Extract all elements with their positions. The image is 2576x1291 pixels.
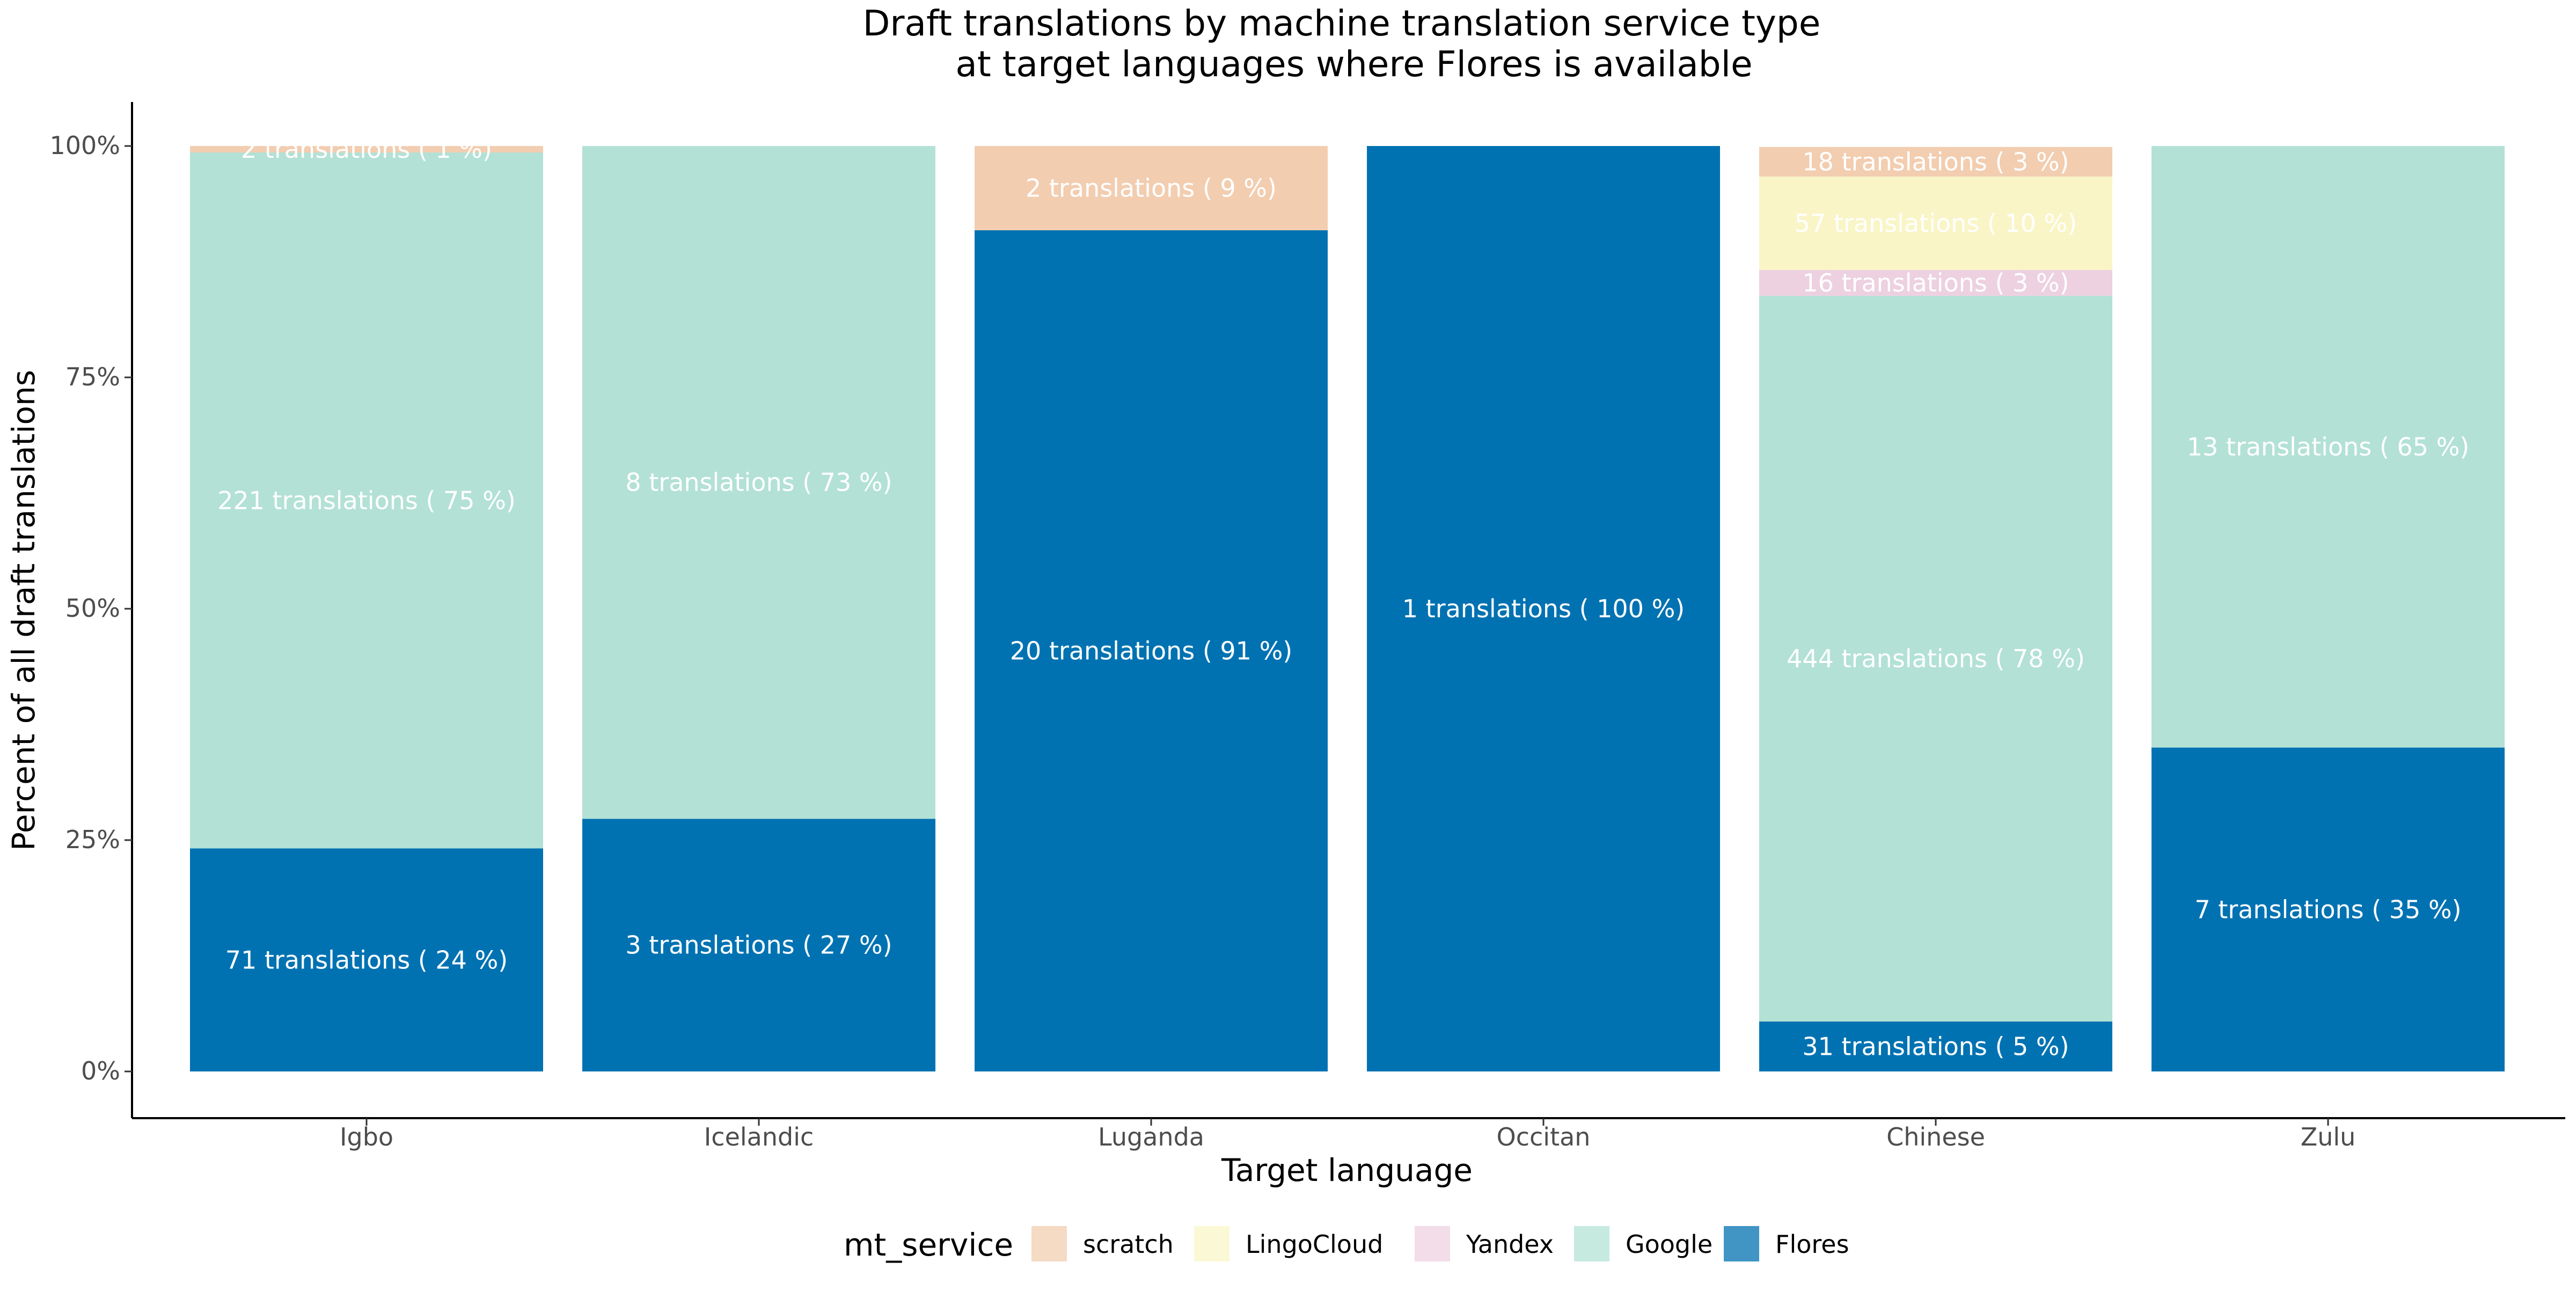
bar-data-label: 3 translations ( 27 %) <box>625 931 892 960</box>
axes <box>131 102 2565 1119</box>
legend-item-yandex: Yandex <box>1415 1226 1554 1261</box>
bar-data-label: 13 translations ( 65 %) <box>2187 432 2469 461</box>
legend-key <box>1724 1226 1759 1261</box>
bar-segment-google <box>582 146 935 819</box>
bar-segment-yandex <box>1759 270 2112 296</box>
bar-data-label: 8 translations ( 73 %) <box>625 468 892 497</box>
legend-label: scratch <box>1083 1230 1174 1259</box>
y-tick-label: 25% <box>65 825 120 854</box>
x-tick-label: Occitan <box>1497 1122 1591 1151</box>
y-tick-label: 50% <box>65 594 120 623</box>
x-tick-label: Chinese <box>1886 1122 1985 1151</box>
bar-segment-flores <box>582 819 935 1071</box>
legend-item-google: Google <box>1574 1226 1713 1261</box>
x-tick-label: Luganda <box>1098 1122 1204 1151</box>
bar-data-label: 7 translations ( 35 %) <box>2194 895 2461 924</box>
legend-item-lingocloud: LingoCloud <box>1194 1226 1383 1261</box>
bars-layer <box>190 146 2505 1071</box>
bar-segment-flores <box>1759 1021 2112 1071</box>
bar-data-label: 18 translations ( 3 %) <box>1802 147 2069 176</box>
bar-segment-google <box>190 152 543 849</box>
bar-segment-flores <box>190 848 543 1071</box>
legend-key <box>1194 1226 1230 1261</box>
bar-data-label: 444 translations ( 78 %) <box>1787 644 2085 673</box>
bar-segment-flores <box>975 230 1328 1071</box>
legend: mt_service scratch LingoCloud Yandex Google F… <box>844 1226 1849 1263</box>
legend-key <box>1031 1226 1067 1261</box>
bar-labels-layer: 71 translations ( 24 %) 221 translations … <box>217 135 2469 1061</box>
legend-label: Flores <box>1775 1230 1849 1259</box>
bar-data-label: 221 translations ( 75 %) <box>217 486 516 515</box>
y-tick-label: 75% <box>65 362 120 391</box>
legend-title: mt_service <box>844 1227 1013 1263</box>
bar-segment-scratch <box>1759 147 2112 177</box>
bar-segment-google <box>1759 296 2112 1022</box>
x-tick-label: Zulu <box>2301 1122 2356 1151</box>
x-ticks-layer: Igbo Icelandic Luganda Occitan Chinese Zulu <box>340 1118 2355 1151</box>
bar-data-label: 2 translations ( 1 %) <box>241 135 492 164</box>
legend-item-flores: Flores <box>1724 1226 1849 1261</box>
bar-segment-scratch <box>190 146 543 153</box>
bar-data-label: 71 translations ( 24 %) <box>225 945 508 974</box>
legend-key <box>1574 1226 1609 1261</box>
chart-title-line-1: Draft translations by machine translatio… <box>863 3 1821 44</box>
x-tick-label: Igbo <box>340 1122 393 1151</box>
y-axis-title: Percent of all draft translations <box>5 370 42 851</box>
y-tick-label: 0% <box>81 1056 120 1085</box>
bar-data-label: 31 translations ( 5 %) <box>1802 1032 2069 1061</box>
legend-key <box>1415 1226 1450 1261</box>
bar-segment-google <box>2151 146 2505 748</box>
bar-segment-flores <box>2151 747 2505 1071</box>
x-tick-label: Icelandic <box>704 1122 814 1151</box>
bar-segment-lingocloud <box>1759 176 2112 271</box>
legend-label: LingoCloud <box>1246 1230 1383 1259</box>
y-ticks-layer: 0% 25% 50% 75% 100% <box>49 131 132 1085</box>
y-tick-label: 100% <box>49 131 120 160</box>
legend-label: Google <box>1626 1230 1713 1259</box>
bar-data-label: 2 translations ( 9 %) <box>1026 173 1277 202</box>
bar-data-label: 1 translations ( 100 %) <box>1402 594 1685 623</box>
legend-label: Yandex <box>1466 1230 1554 1259</box>
bar-segment-scratch <box>975 146 1328 230</box>
bar-data-label: 57 translations ( 10 %) <box>1795 209 2077 238</box>
chart-title-line-2: at target languages where Flores is avai… <box>955 43 1752 85</box>
chart-title: Draft translations by machine translatio… <box>863 3 1821 85</box>
bar-data-label: 20 translations ( 91 %) <box>1010 636 1292 665</box>
bar-data-label: 16 translations ( 3 %) <box>1802 268 2069 297</box>
bar-segment-flores <box>1367 146 1720 1071</box>
legend-item-scratch: scratch <box>1031 1226 1174 1261</box>
x-axis-title: Target language <box>1221 1152 1473 1188</box>
